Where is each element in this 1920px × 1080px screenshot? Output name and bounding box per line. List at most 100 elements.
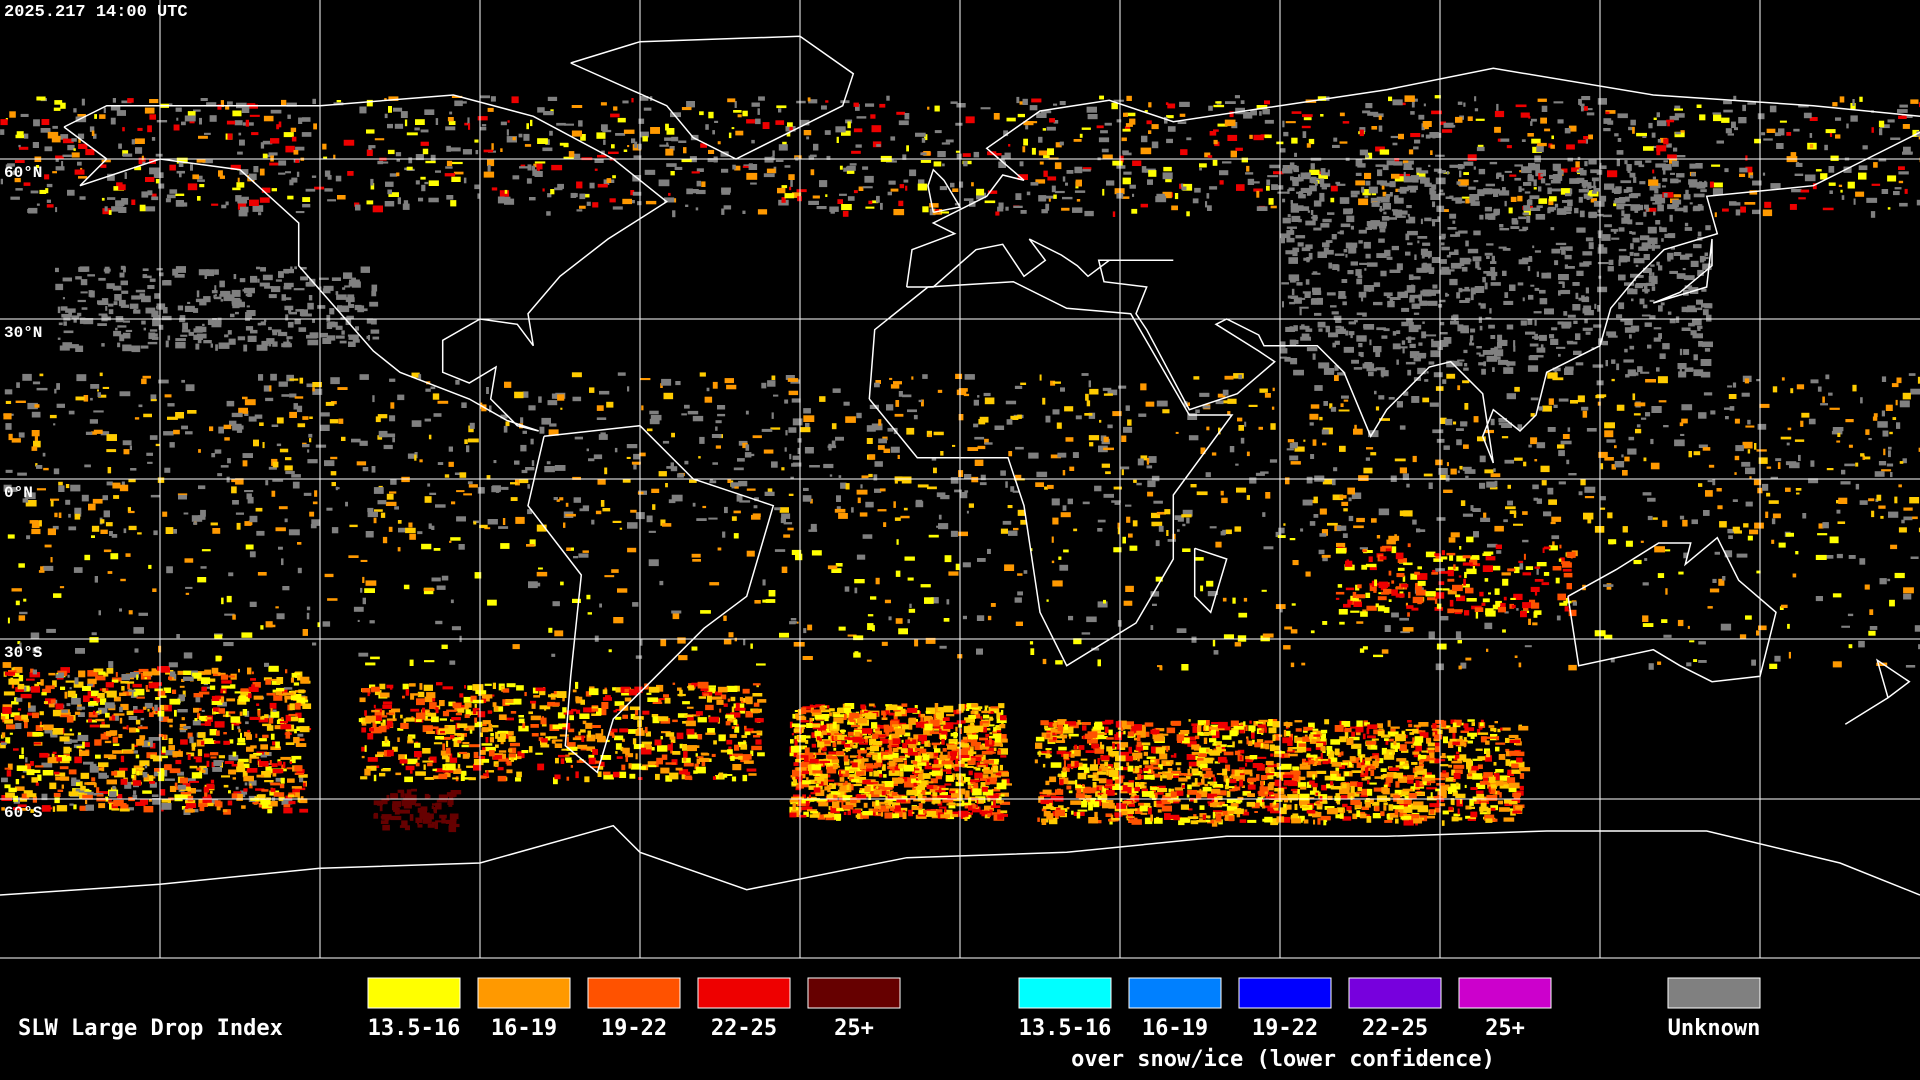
cloud-pixel [1297,747,1307,753]
cloud-pixel [314,186,325,190]
cloud-pixel [812,709,821,713]
cloud-pixel [1395,781,1400,788]
cloud-pixel [842,795,853,801]
cloud-pixel [506,760,512,766]
cloud-pixel [1430,792,1433,798]
cloud-pixel [462,742,470,745]
cloud-pixel [548,736,558,739]
cloud-pixel [1505,759,1511,766]
cloud-pixel [757,699,767,703]
cloud-pixel [1674,155,1686,158]
cloud-pixel [845,801,857,808]
cloud-pixel [942,717,950,721]
cloud-pixel [499,732,507,739]
cloud-pixel [924,761,929,767]
cloud-pixel [1247,777,1257,782]
cloud-pixel [1309,734,1314,740]
cloud-pixel [917,773,925,781]
cloud-pixel [149,781,155,784]
cloud-pixel [1448,758,1452,761]
cloud-pixel [789,721,793,729]
cloud-pixel [1483,772,1493,778]
cloud-pixel [1062,767,1067,773]
cloud-pixel [373,800,384,806]
cloud-pixel [987,190,998,194]
cloud-pixel [1326,808,1338,815]
cloud-pixel [800,740,806,743]
cloud-pixel [805,739,809,744]
cloud-pixel [506,683,516,688]
cloud-pixel [865,738,869,743]
cloud-pixel [473,759,484,766]
cloud-pixel [1426,796,1437,801]
cloud-pixel [1723,100,1732,105]
cloud-pixel [1798,105,1809,108]
cloud-pixel [410,770,413,774]
cloud-pixel [422,819,432,824]
cloud-pixel [410,693,415,700]
cloud-pixel [18,675,24,682]
cloud-pixel [664,137,675,141]
cloud-pixel [1218,721,1228,729]
cloud-pixel [104,702,115,709]
cloud-pixel [580,699,585,705]
cloud-pixel [262,734,269,738]
cloud-pixel [540,717,547,725]
cloud-pixel [135,147,143,154]
cloud-pixel [955,759,959,766]
cloud-pixel [236,766,246,773]
cloud-pixel [611,734,615,738]
cloud-pixel [875,727,880,731]
cloud-pixel [461,771,467,776]
cloud-pixel [739,709,745,714]
cloud-pixel [1186,754,1196,760]
cloud-pixel [392,746,398,752]
cloud-pixel [201,686,207,692]
cloud-pixel [584,776,590,783]
cloud-pixel [809,779,815,785]
cloud-pixel [393,107,403,112]
cloud-pixel [681,757,691,763]
cloud-pixel [455,712,462,716]
cloud-pixel [189,119,195,124]
cloud-pixel [1390,728,1396,732]
cloud-pixel [370,727,382,734]
cloud-pixel [892,724,900,727]
cloud-pixel [294,772,305,775]
cloud-pixel [917,751,921,758]
cloud-pixel [1191,768,1199,774]
cloud-pixel [243,788,248,792]
cloud-pixel [923,729,932,736]
cloud-pixel [558,723,568,728]
cloud-pixel [1459,799,1462,804]
cloud-pixel [951,793,961,798]
cloud-pixel [881,717,888,720]
cloud-pixel [1136,730,1141,734]
cloud-pixel [41,793,48,801]
cloud-pixel [249,754,257,758]
cloud-pixel [1393,795,1401,802]
cloud-pixel [1290,770,1301,776]
cloud-pixel [1102,800,1114,804]
cloud-pixel [797,735,801,740]
cloud-pixel [1034,759,1038,764]
cloud-pixel [1443,725,1451,729]
cloud-pixel [451,717,461,721]
cloud-pixel [1125,112,1136,117]
cloud-pixel [119,717,123,724]
cloud-pixel [829,712,832,717]
cloud-pixel [688,745,700,748]
cloud-pixel [1141,166,1147,173]
cloud-pixel [1052,723,1057,727]
cloud-pixel [605,695,611,699]
cloud-pixel [1413,724,1421,728]
cloud-pixel [857,749,867,754]
cloud-pixel [76,706,86,710]
cloud-pixel [161,803,172,810]
cloud-pixel [79,805,88,811]
cloud-pixel [588,688,599,696]
cloud-pixel [866,754,872,758]
cloud-pixel [21,793,30,800]
cloud-pixel [1451,760,1463,764]
cloud-pixel [899,768,904,772]
